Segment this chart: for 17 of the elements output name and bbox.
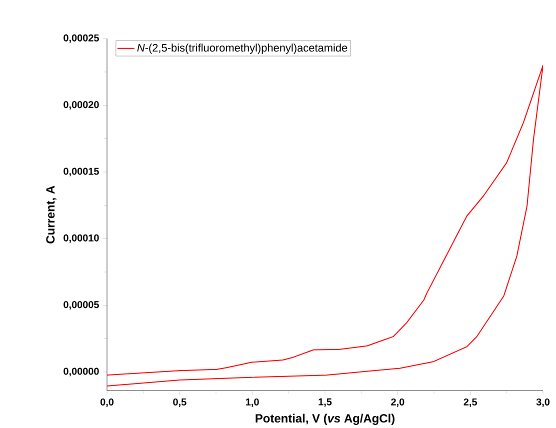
y-tick-label: 0,00025 [64, 34, 99, 43]
x-tick-label: 2,0 [391, 398, 404, 407]
x-tick-label: 3,0 [536, 398, 550, 407]
y-axis-title: Current, A [46, 186, 56, 244]
y-tick-label: 0,00000 [64, 368, 99, 376]
y-tick-label: 0,00015 [64, 168, 99, 176]
legend-label: N-(2,5-bis(trifluoromethyl)phenyl)acetamide [137, 43, 348, 54]
x-tick-label: 1,5 [318, 398, 332, 407]
x-tick-label: 0,5 [173, 398, 186, 407]
x-axis-title: Potential, V (vs Ag/AgCl) [256, 414, 394, 425]
line-series [107, 64, 544, 386]
x-tick-label: 0,0 [100, 398, 114, 407]
y-tick-label: 0,00010 [64, 234, 99, 243]
x-tick-label: 2,5 [464, 398, 477, 407]
y-tick-label: 0,00020 [64, 100, 99, 110]
y-tick-label: 0,00005 [64, 300, 99, 310]
x-tick-label: 1,0 [246, 398, 259, 407]
